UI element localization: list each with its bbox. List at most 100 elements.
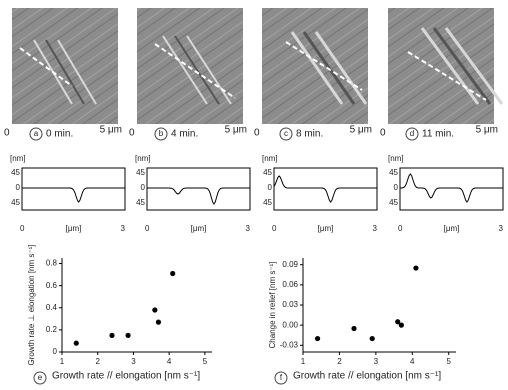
point — [155, 319, 162, 325]
x-tick-label: 4 — [410, 357, 415, 366]
y-tick-label: 0.2 — [46, 325, 58, 334]
x-end: 3 — [373, 224, 378, 233]
panel-letter: e — [38, 373, 43, 382]
panel-letter: d — [410, 129, 414, 138]
x-tick-label: 1 — [60, 357, 65, 366]
scale-end: 5 μm — [100, 125, 122, 136]
profile-frame — [273, 167, 378, 211]
scale-end: 5 μm — [350, 125, 372, 136]
y-mid: 0 — [268, 183, 273, 192]
panel-badge — [279, 127, 293, 141]
y-tick-label: 0 — [53, 347, 58, 356]
ridge — [186, 35, 232, 105]
x-tick-label: 3 — [131, 357, 136, 366]
panel-badge — [154, 127, 168, 141]
x-end: 3 — [246, 224, 251, 233]
y-tick-label: 0.6 — [46, 281, 58, 290]
panel-letter: f — [280, 373, 283, 382]
x-tick-label: 5 — [203, 357, 208, 366]
time-label: 0 min. — [46, 129, 73, 140]
panel-badge — [29, 127, 43, 141]
profile-curve — [273, 175, 377, 203]
ridge — [314, 31, 368, 105]
scale-end: 5 μm — [225, 125, 247, 136]
scale-start: 0 — [4, 128, 10, 139]
profile-frame — [21, 167, 126, 211]
y-top: 45 — [389, 168, 398, 177]
x-tick-label: 2 — [95, 357, 100, 366]
x-axis-label: Growth rate // elongation [nm s⁻¹] — [293, 371, 441, 382]
y-tick-label: 0.09 — [282, 260, 298, 269]
afm-image — [12, 8, 118, 124]
ridge — [45, 39, 85, 105]
y-tick-label: 0.4 — [46, 303, 58, 312]
y-tick-label: 0.03 — [282, 300, 298, 309]
x-start: 0 — [145, 224, 150, 233]
profile-line — [19, 47, 73, 87]
point — [109, 332, 115, 339]
y-bottom: 45 — [389, 198, 398, 207]
x-tick-label: 1 — [301, 357, 306, 366]
ridge — [432, 27, 492, 105]
y-tick-label: -0.03 — [280, 340, 299, 349]
panel-badge — [405, 127, 419, 141]
y-tick-label: 0.06 — [282, 280, 298, 289]
point — [73, 340, 79, 346]
profile-curve — [147, 187, 250, 205]
x-tick-label: 3 — [374, 357, 379, 366]
panel-letter: b — [159, 129, 164, 138]
scale-start: 0 — [254, 128, 260, 139]
scale-start: 0 — [129, 128, 135, 139]
y-top: 45 — [11, 168, 20, 177]
x-tick-label: 4 — [167, 357, 172, 366]
panel-letter: c — [284, 129, 288, 138]
profile-curve — [22, 187, 125, 203]
point — [125, 332, 131, 339]
y-mid: 0 — [16, 183, 21, 192]
profile-line — [154, 43, 236, 99]
point — [369, 335, 375, 342]
profile-curve — [400, 173, 503, 203]
y-tick-label: 0.8 — [46, 259, 58, 268]
point — [152, 307, 158, 313]
point — [413, 265, 419, 271]
y-tick-label: 0.00 — [282, 320, 298, 329]
x-axis-label: Growth rate // elongation [nm s⁻¹] — [52, 371, 200, 382]
profile-line — [407, 51, 487, 101]
ridge — [290, 31, 344, 105]
x-tick-label: 5 — [446, 357, 451, 366]
panel-badge — [274, 371, 288, 385]
y-axis-label: Change in relief [nm s⁻¹] — [268, 262, 277, 349]
y-unit: [nm] — [135, 154, 151, 163]
y-top: 45 — [136, 168, 145, 177]
x-end: 3 — [121, 224, 126, 233]
time-label: 11 min. — [422, 129, 454, 140]
y-unit: [nm] — [10, 154, 26, 163]
x-unit: [μm] — [318, 224, 334, 233]
y-bottom: 45 — [263, 198, 272, 207]
panel-badge — [33, 371, 47, 385]
ridge — [162, 35, 208, 105]
y-mid: 0 — [141, 183, 146, 192]
ridge — [174, 35, 220, 105]
y-bottom: 45 — [136, 198, 145, 207]
ridge — [57, 39, 97, 105]
scale-end: 5 μm — [476, 125, 498, 136]
profile-frame — [146, 167, 251, 211]
point — [314, 335, 321, 342]
x-end: 3 — [499, 224, 504, 233]
time-label: 4 min. — [171, 129, 198, 140]
time-label: 8 min. — [296, 129, 323, 140]
afm-image — [388, 8, 494, 124]
point — [395, 319, 401, 325]
point — [351, 325, 357, 332]
ridge — [420, 27, 480, 105]
point — [398, 322, 404, 328]
y-bottom: 45 — [11, 198, 20, 207]
x-unit: [μm] — [191, 224, 207, 233]
profile-frame — [399, 167, 504, 211]
ridge — [444, 27, 504, 105]
y-top: 45 — [263, 168, 272, 177]
scale-start: 0 — [380, 128, 386, 139]
